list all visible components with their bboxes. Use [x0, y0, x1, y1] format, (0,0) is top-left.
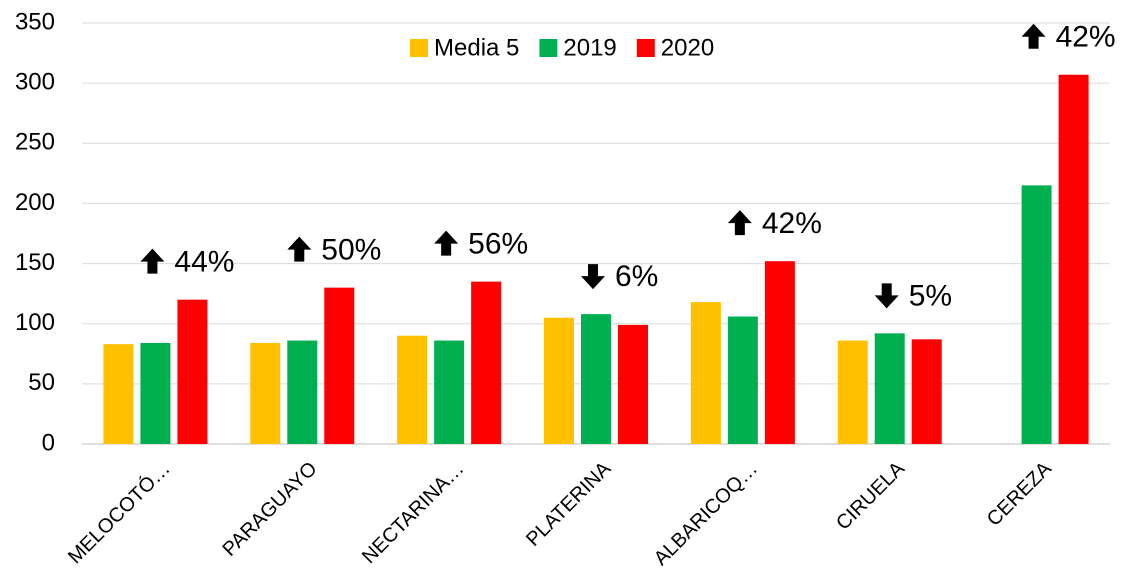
legend-swatch [410, 39, 428, 57]
bar [397, 335, 428, 444]
annotation-arrow [287, 236, 312, 262]
bar [544, 317, 574, 444]
x-tick-label: CEREZA [983, 457, 1056, 530]
annotation: 42% [727, 207, 822, 240]
annotation: 42% [1021, 21, 1116, 54]
y-tick-label: 150 [15, 249, 55, 276]
annotation-arrow [1021, 23, 1046, 49]
annotation: 50% [287, 234, 381, 267]
bar [874, 333, 905, 444]
legend: Media 5 2019 2020 [410, 34, 714, 61]
bar [177, 299, 208, 444]
x-tick-label: PLATERINA [522, 457, 616, 551]
y-tick-label: 300 [15, 68, 55, 95]
y-tick-label: 200 [15, 189, 55, 216]
y-tick-label: 250 [15, 129, 55, 156]
bar [103, 344, 134, 444]
bar [140, 342, 171, 444]
bar [1058, 74, 1089, 445]
legend-swatch [539, 39, 558, 57]
annotation-arrow [140, 248, 165, 274]
x-tick-label: PARAGUAYO [219, 458, 322, 561]
annotation-label: 42% [762, 207, 822, 240]
annotation: 6% [581, 260, 658, 293]
bar [324, 287, 355, 444]
legend-label: 2019 [563, 34, 616, 61]
bar [764, 261, 795, 444]
bar [1021, 185, 1052, 444]
bar [837, 340, 868, 444]
bar [434, 340, 465, 444]
annotation: 5% [874, 279, 952, 312]
annotation-label: 56% [468, 228, 528, 261]
bar [250, 342, 281, 444]
bar [690, 302, 721, 444]
x-tick-label: CIRUELA [832, 457, 909, 534]
annotation: 44% [140, 246, 234, 279]
bar [727, 316, 758, 444]
annotation-arrow [874, 283, 899, 309]
y-tick-label: 100 [15, 309, 55, 336]
x-tick-label: ALBARICOQ… [650, 458, 762, 570]
bar [581, 314, 611, 444]
bar [287, 340, 318, 444]
bar [471, 281, 502, 444]
legend-label: Media 5 [434, 34, 519, 61]
annotation-label: 42% [1056, 21, 1116, 54]
annotation-label: 6% [615, 260, 658, 293]
annotation-arrow [581, 264, 605, 290]
y-tick-label: 350 [15, 8, 55, 35]
y-tick-label: 50 [28, 369, 55, 396]
annotation-label: 44% [174, 246, 234, 279]
bar [911, 339, 942, 444]
annotation-label: 50% [321, 234, 381, 267]
bar [618, 324, 648, 444]
x-tick-label: NECTARINA… [358, 458, 468, 568]
x-tick-label: MELOCOTÓ… [63, 457, 174, 568]
annotation-arrow [434, 230, 459, 256]
legend-swatch [636, 39, 655, 57]
legend-label: 2020 [661, 34, 714, 61]
annotation: 56% [434, 228, 528, 261]
annotation-label: 5% [909, 279, 952, 312]
y-tick-label: 0 [42, 429, 55, 456]
annotation-arrow [727, 210, 752, 236]
